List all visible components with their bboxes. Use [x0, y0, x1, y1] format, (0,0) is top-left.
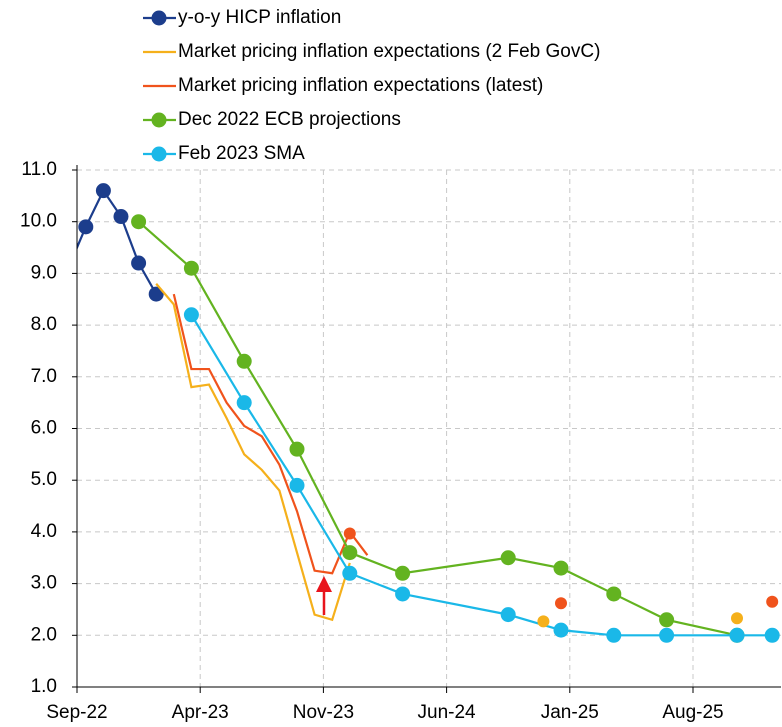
y-tick-label: 5.0: [31, 469, 57, 490]
data-point: [659, 627, 675, 643]
legend-label: Market pricing inflation expectations (l…: [178, 75, 543, 96]
data-point: [113, 209, 129, 225]
y-tick-label: 9.0: [31, 262, 57, 283]
data-point: [555, 597, 567, 610]
legend-label: Feb 2023 SMA: [178, 143, 305, 164]
data-point: [342, 545, 358, 561]
legend-label: Dec 2022 ECB projections: [178, 109, 401, 130]
data-point: [236, 395, 252, 411]
series-line: [172, 293, 369, 575]
series-line: [77, 188, 158, 295]
y-tick-label: 2.0: [31, 624, 57, 645]
legend-label: y-o-y HICP inflation: [178, 7, 341, 28]
legend: y-o-y HICP inflation Market pricing infla…: [143, 7, 600, 164]
y-tick-label: 11.0: [21, 159, 57, 180]
x-tick-label: Sep-22: [46, 702, 107, 723]
data-point: [731, 612, 743, 625]
y-tick-label: 1.0: [31, 676, 57, 697]
y-tick-label: 3.0: [31, 573, 57, 594]
y-tick-label: 10.0: [20, 211, 57, 232]
data-point: [183, 307, 199, 323]
series-line: [190, 314, 773, 637]
data-point: [289, 477, 305, 493]
y-tick-label: 7.0: [31, 366, 57, 387]
data-point: [183, 260, 199, 276]
data-point: [764, 627, 780, 643]
data-point: [343, 527, 356, 540]
data-point: [148, 286, 164, 302]
legend-marker: [151, 146, 167, 162]
data-point: [606, 627, 622, 643]
data-point: [95, 183, 111, 199]
data-point: [131, 255, 147, 271]
x-tick-label: Nov-23: [293, 702, 354, 723]
x-tick-label: Aug-25: [662, 702, 723, 723]
data-point: [395, 586, 411, 602]
legend-marker: [151, 10, 167, 26]
x-tick-label: Jun-24: [418, 702, 477, 723]
annotation-arrow: [316, 576, 332, 615]
y-tick-label: 6.0: [31, 418, 57, 439]
data-point: [342, 565, 358, 581]
grid: [77, 169, 781, 687]
data-point: [537, 615, 550, 628]
data-point: [553, 622, 569, 638]
data-point: [659, 612, 675, 628]
x-tick-label: Jan-25: [541, 702, 599, 723]
plot-area: [77, 183, 780, 643]
data-point: [500, 607, 516, 623]
x-tick-label: Apr-23: [172, 702, 229, 723]
data-point: [606, 586, 622, 602]
data-point: [236, 353, 252, 369]
legend-label: Market pricing inflation expectations (2…: [178, 41, 600, 62]
data-point: [729, 627, 745, 643]
legend-marker: [151, 112, 167, 128]
y-tick-label: 4.0: [31, 521, 57, 542]
data-point: [766, 595, 779, 608]
data-point: [131, 214, 147, 230]
data-point: [500, 550, 516, 566]
series-line: [155, 283, 351, 622]
data-point: [553, 560, 569, 576]
data-point: [395, 565, 411, 581]
axes: 1.0 2.0 3.0 4.0 5.0 6.0 7.0 8.0 9.0 10.0 11.0 Sep-2…: [20, 159, 781, 723]
data-point: [78, 219, 94, 235]
data-point: [289, 441, 305, 457]
y-tick-label: 8.0: [31, 314, 57, 335]
